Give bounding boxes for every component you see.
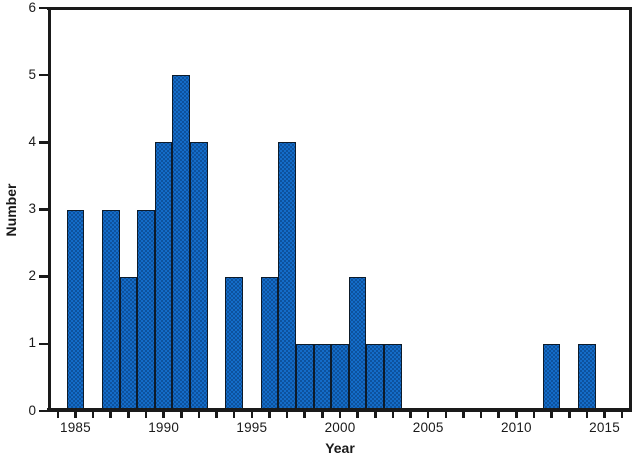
x-tick-1986 [91, 411, 95, 418]
bar-1994 [225, 276, 243, 411]
x-tick-2009 [497, 411, 501, 418]
y-tick-label-0: 0 [28, 402, 36, 418]
x-tick-1994 [232, 411, 236, 418]
x-tick-2007 [462, 411, 465, 418]
bar-1992 [190, 142, 208, 411]
x-tick-1990 [162, 411, 165, 418]
x-tick-1998 [303, 411, 307, 418]
x-tick-1988 [127, 411, 130, 418]
x-tick-label-2015: 2015 [589, 420, 620, 435]
x-tick-1989 [144, 411, 148, 418]
y-tick-label-3: 3 [28, 201, 36, 216]
x-tick-1996 [268, 411, 271, 418]
x-tick-1992 [197, 411, 201, 418]
x-tick-2001 [356, 411, 359, 418]
y-tick-label-2: 2 [28, 268, 36, 284]
x-tick-1985 [74, 411, 77, 418]
x-tick-2014 [585, 411, 589, 418]
y-tick-4 [39, 141, 48, 144]
x-tick-1987 [109, 411, 113, 418]
bar-1991 [172, 75, 191, 411]
bar-2001 [348, 276, 367, 411]
x-tick-2013 [567, 411, 571, 418]
y-tick-2 [39, 275, 48, 278]
x-tick-label-2005: 2005 [412, 420, 444, 435]
bar-1989 [137, 209, 155, 411]
bar-2000 [331, 343, 349, 411]
plot-border-right [629, 7, 632, 412]
x-tick-label-1990: 1990 [148, 420, 180, 435]
bar-1998 [295, 343, 314, 411]
x-tick-label-1995: 1995 [236, 420, 268, 435]
y-tick-3 [39, 208, 48, 211]
bar-1990 [154, 142, 173, 411]
y-tick-label-1: 1 [28, 335, 36, 351]
bar-2012 [542, 343, 561, 411]
x-tick-2010 [515, 411, 518, 418]
x-tick-2004 [409, 411, 412, 418]
x-tick-2012 [550, 411, 553, 418]
x-tick-1993 [215, 411, 218, 418]
x-tick-2008 [479, 411, 483, 418]
bar-1999 [313, 343, 332, 411]
plot-border-top [47, 7, 632, 10]
x-axis-title: Year [325, 440, 355, 456]
x-tick-2006 [444, 411, 448, 418]
x-tick-2002 [373, 411, 377, 418]
x-tick-2016 [620, 411, 624, 418]
y-tick-5 [39, 73, 48, 77]
x-tick-1984 [56, 411, 60, 418]
bar-1985 [66, 209, 85, 411]
y-tick-label-6: 6 [28, 0, 36, 15]
x-tick-1999 [321, 411, 324, 418]
bar-1987 [101, 209, 120, 411]
x-tick-2011 [532, 411, 536, 418]
y-tick-label-4: 4 [28, 133, 36, 149]
x-axis-line [47, 408, 632, 412]
plot-area: 1985 1990 1995 2000 2005 2010 2015 0 1 2 3 4 5 6 [28, 0, 632, 435]
x-tick-1995 [250, 411, 254, 418]
x-tick-1991 [179, 411, 183, 418]
x-tick-2003 [391, 411, 395, 418]
bar-2002 [366, 343, 385, 411]
bar-1996 [260, 276, 279, 411]
x-tick-label-2010: 2010 [500, 420, 532, 435]
bar-2014 [578, 343, 596, 411]
bar-1988 [119, 276, 138, 411]
x-tick-1997 [285, 411, 289, 418]
y-tick-1 [39, 342, 48, 346]
x-tick-label-2000: 2000 [324, 420, 356, 435]
y-tick-6 [39, 6, 48, 10]
x-tick-2005 [426, 411, 430, 418]
x-tick-2015 [603, 411, 606, 418]
bar-2003 [384, 343, 402, 411]
bar-1997 [278, 142, 296, 411]
x-tick-2000 [338, 411, 342, 418]
y-tick-0 [39, 409, 48, 413]
y-tick-label-5: 5 [28, 66, 36, 82]
x-tick-label-1985: 1985 [60, 420, 91, 435]
y-axis-line [48, 8, 51, 412]
